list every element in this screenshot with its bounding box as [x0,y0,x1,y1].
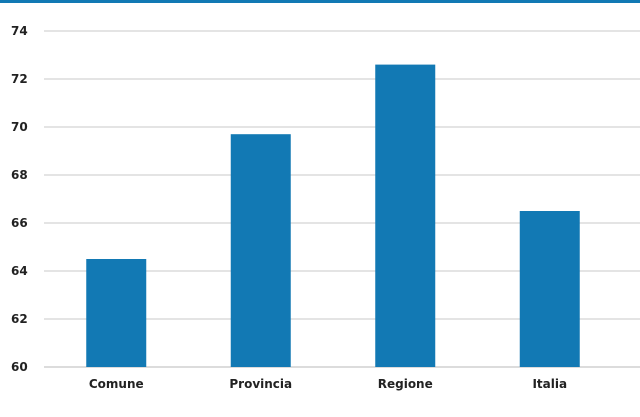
bar-comune [86,259,147,367]
y-tick-label: 60 [11,360,28,374]
y-tick-label: 66 [11,216,28,230]
x-category-label-provincia: Provincia [229,377,292,391]
top-accent-rule [0,0,640,3]
x-axis-category-labels: Comune Provincia Regione Italia [89,377,567,391]
y-tick-label: 62 [11,312,28,326]
x-category-label-comune: Comune [89,377,144,391]
bar-provincia [230,134,291,367]
bars [86,64,580,367]
bar-regione [375,64,436,367]
y-tick-label: 74 [11,24,28,38]
y-tick-label: 64 [11,264,28,278]
x-category-label-regione: Regione [378,377,433,391]
y-tick-label: 68 [11,168,28,182]
bar-italia [519,211,580,367]
x-category-label-italia: Italia [532,377,567,391]
y-tick-label: 70 [11,120,28,134]
y-tick-label: 72 [11,72,28,86]
y-axis-tick-labels: 60 62 64 66 68 70 72 74 [11,24,28,374]
